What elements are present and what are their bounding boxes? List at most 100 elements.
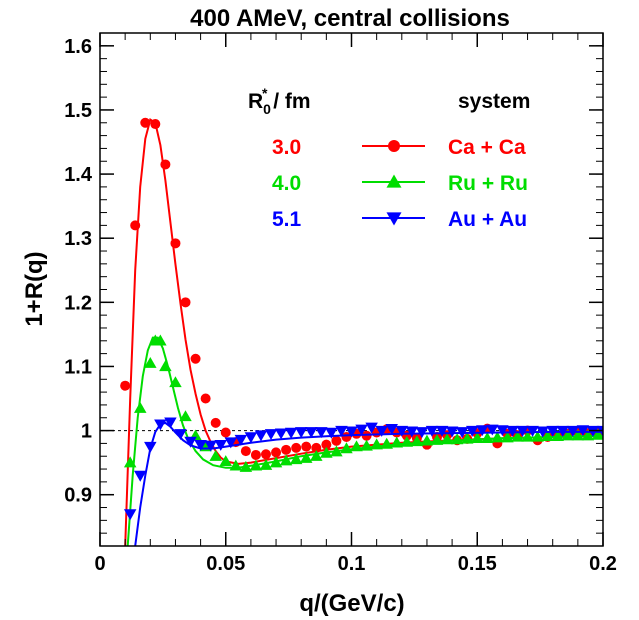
y-tick-label: 0.9 — [64, 485, 92, 507]
data-point-ru-ru — [279, 454, 293, 466]
data-point-au-au — [254, 430, 268, 442]
data-point-ru-ru — [450, 433, 464, 445]
data-point-au-au — [234, 434, 248, 446]
data-point-ru-ru — [380, 437, 393, 449]
y-tick-label: 1 — [81, 421, 92, 443]
data-point-au-au — [496, 425, 509, 437]
data-point-au-au — [244, 432, 258, 444]
y-tick-label: 1.1 — [64, 356, 92, 378]
data-point-ru-ru — [123, 456, 137, 468]
data-point-ca-ca — [240, 446, 251, 457]
data-point-au-au — [415, 427, 429, 439]
data-point-ru-ru — [591, 428, 603, 440]
data-point-au-au — [184, 436, 197, 448]
legend-radius: 4.0 — [272, 172, 301, 195]
legend-header-radius-subscript: 0 — [263, 101, 271, 117]
legend-label: Ru + Ru — [448, 172, 528, 195]
data-point-ru-ru — [249, 459, 263, 471]
data-point-ca-ca — [321, 439, 332, 450]
data-point-ru-ru — [154, 334, 167, 346]
data-point-ru-ru — [169, 376, 182, 388]
x-tick-label: 0.1 — [338, 553, 366, 575]
data-point-ca-ca — [180, 297, 191, 308]
data-point-ru-ru — [320, 446, 333, 458]
legend-label: Ca + Ca — [448, 136, 526, 159]
data-point-au-au — [576, 425, 590, 437]
data-point-ru-ru — [511, 430, 524, 442]
data-point-au-au — [506, 425, 519, 437]
data-point-ca-ca — [291, 442, 302, 453]
chart-title: 400 AMeV, central collisions — [190, 5, 510, 32]
data-point-au-au — [144, 441, 157, 453]
legend-entry-ca-ca: 3.0 Ca + Ca — [272, 136, 526, 159]
data-point-ru-ru — [310, 449, 323, 461]
legend-marker — [388, 140, 400, 152]
legend-entry-ru-ru: 4.0 Ru + Ru — [272, 172, 528, 195]
data-point-au-au — [123, 509, 137, 521]
data-point-ca-ca — [150, 119, 161, 130]
axes: 0 0.05 0.1 0.15 0.2 0.9 1 1.1 1.2 1.3 1.4 1.5 1.6 — [64, 33, 617, 575]
data-point-au-au — [566, 425, 580, 437]
x-tick-label: 0.05 — [206, 553, 245, 575]
data-point-ca-ca — [160, 159, 171, 170]
data-point-au-au — [405, 426, 419, 438]
data-point-au-au — [536, 426, 549, 438]
data-point-au-au — [445, 426, 459, 438]
data-point-ru-ru — [370, 438, 383, 450]
data-point-ca-ca — [120, 380, 131, 391]
data-point-au-au — [274, 428, 288, 440]
data-point-ru-ru — [289, 453, 303, 465]
data-point-au-au — [194, 439, 207, 451]
data-point-ru-ru — [400, 435, 414, 447]
y-tick-label: 1.5 — [64, 100, 92, 122]
data-point-ca-ca — [301, 441, 312, 452]
data-point-ru-ru — [299, 451, 313, 463]
data-point-au-au — [395, 425, 409, 437]
legend-radius: 5.1 — [272, 208, 302, 231]
data-point-ru-ru — [581, 429, 595, 441]
x-axis-title: q/(GeV/c) — [299, 590, 404, 617]
data-point-ru-ru — [209, 449, 222, 461]
data-point-ru-ru — [239, 460, 253, 472]
data-point-ca-ca — [271, 447, 282, 458]
data-point-au-au — [294, 427, 308, 439]
data-point-ru-ru — [481, 432, 494, 443]
legend-marker — [386, 212, 402, 226]
data-point-au-au — [435, 425, 449, 437]
data-point-ru-ru — [420, 434, 434, 446]
legend-header-radius-superscript: * — [262, 85, 268, 101]
legend-label: Au + Au — [448, 208, 527, 231]
data-point-ru-ru — [551, 430, 564, 442]
data-point-ru-ru — [521, 430, 534, 442]
data-point-au-au — [214, 439, 227, 451]
data-point-ru-ru — [561, 429, 575, 441]
plot-area — [100, 117, 603, 546]
data-point-au-au — [284, 427, 298, 439]
data-point-ru-ru — [410, 435, 424, 447]
fit-curve-ca-ca — [124, 118, 603, 546]
x-tick-label: 0.15 — [458, 553, 497, 575]
data-point-au-au — [385, 423, 398, 435]
data-point-au-au — [455, 427, 469, 439]
data-point-ru-ru — [531, 430, 544, 442]
series-ru-ru — [123, 334, 603, 546]
data-point-au-au — [174, 429, 187, 441]
data-point-ru-ru — [440, 433, 454, 445]
data-point-au-au — [305, 427, 318, 439]
data-point-ru-ru — [571, 429, 585, 441]
legend-entry-au-au: 5.1 Au + Au — [272, 208, 527, 231]
data-point-ru-ru — [159, 360, 172, 372]
data-point-au-au — [335, 425, 348, 437]
data-point-au-au — [224, 437, 238, 449]
data-point-au-au — [264, 429, 278, 441]
data-point-ca-ca — [210, 417, 221, 428]
data-point-au-au — [516, 425, 529, 437]
y-tick-label: 1.6 — [64, 36, 92, 58]
data-point-au-au — [526, 425, 539, 437]
data-point-au-au — [204, 440, 217, 452]
y-tick-label: 1.4 — [64, 164, 93, 186]
data-point-au-au — [315, 427, 328, 439]
data-point-ru-ru — [133, 401, 147, 413]
data-point-au-au — [154, 419, 167, 431]
